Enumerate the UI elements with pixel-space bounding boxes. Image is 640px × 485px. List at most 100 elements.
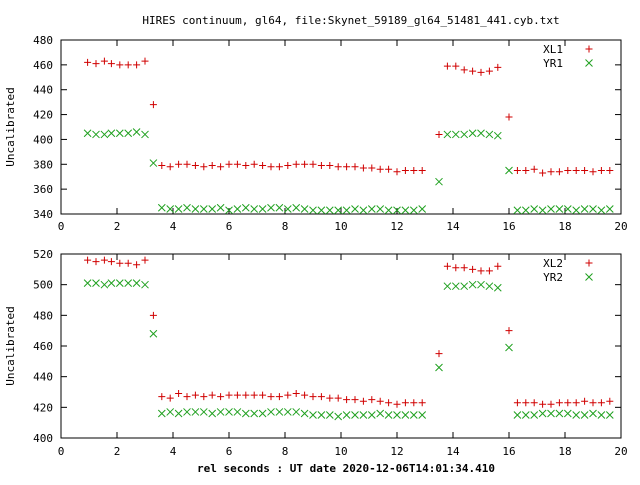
data-point — [468, 280, 477, 289]
x-tick-label: 0 — [58, 220, 65, 233]
data-point — [233, 205, 242, 213]
data-point — [505, 327, 513, 335]
data-point — [157, 203, 166, 212]
data-point — [250, 205, 259, 213]
data-point — [485, 67, 493, 75]
data-point — [384, 411, 393, 419]
x-tick-label: 16 — [502, 220, 515, 233]
data-point — [199, 408, 208, 416]
data-point — [92, 130, 100, 139]
data-point — [376, 397, 384, 405]
data-point — [283, 205, 292, 213]
data-point — [401, 206, 410, 215]
data-point — [259, 391, 267, 399]
x-tick-label: 16 — [502, 445, 515, 458]
data-point — [351, 411, 359, 419]
data-point — [233, 408, 242, 416]
data-point — [513, 206, 522, 215]
data-point — [393, 168, 401, 176]
chart-title: HIRES continuum, gl64, file:Skynet_59189… — [142, 14, 559, 27]
data-point — [225, 160, 233, 168]
x-tick-label: 18 — [558, 220, 571, 233]
data-point — [342, 411, 351, 419]
data-point — [208, 409, 217, 418]
data-point — [225, 206, 233, 215]
data-point — [242, 162, 250, 170]
data-point — [351, 163, 359, 171]
data-point — [309, 206, 317, 215]
data-point — [300, 205, 309, 213]
data-point — [367, 411, 376, 419]
data-point — [580, 411, 589, 419]
data-point — [301, 160, 309, 168]
data-point — [539, 169, 547, 177]
x-tick-label: 4 — [170, 220, 177, 233]
data-point — [183, 160, 191, 168]
data-point — [597, 411, 606, 419]
data-point — [191, 391, 199, 399]
x-tick-label: 12 — [390, 445, 403, 458]
data-point — [174, 409, 183, 418]
y-tick-label: 380 — [33, 158, 53, 171]
data-point — [564, 167, 572, 174]
data-point — [317, 411, 326, 419]
data-point — [325, 206, 334, 215]
data-point — [451, 130, 460, 139]
data-point — [115, 279, 124, 287]
data-point — [300, 409, 309, 418]
data-point — [175, 160, 183, 168]
data-point — [124, 129, 133, 138]
data-point — [183, 408, 191, 416]
y-tick-label: 460 — [33, 340, 53, 353]
x-tick-label: 4 — [170, 445, 177, 458]
data-point — [513, 167, 521, 174]
data-point — [368, 396, 376, 404]
data-point — [530, 411, 539, 419]
data-point — [107, 279, 116, 287]
data-point — [325, 411, 334, 419]
data-point — [208, 205, 217, 213]
data-point — [418, 411, 427, 419]
data-point — [158, 393, 166, 401]
y-tick-label: 480 — [33, 34, 53, 47]
series-XL1 — [84, 57, 614, 177]
data-point — [309, 160, 317, 168]
data-point — [564, 399, 572, 407]
data-point — [83, 279, 92, 287]
data-point — [468, 129, 477, 138]
data-point — [84, 58, 92, 66]
data-point — [233, 160, 241, 168]
data-point — [401, 411, 410, 419]
data-point — [435, 350, 443, 358]
data-point — [572, 411, 581, 419]
data-point — [605, 205, 614, 213]
chart-panel-1: HIRES continuum, gl64, file:Skynet_59189… — [4, 14, 628, 233]
y-tick-label: 520 — [33, 248, 53, 261]
data-point — [580, 205, 589, 213]
data-point — [393, 411, 401, 419]
data-point — [493, 131, 502, 140]
data-point — [326, 162, 334, 170]
data-point — [606, 397, 614, 405]
data-point — [522, 399, 530, 407]
plot-frame — [60, 39, 622, 215]
x-axis-label: rel seconds : UT date 2020-12-06T14:01:3… — [197, 462, 495, 475]
data-point — [485, 267, 493, 275]
data-point — [199, 205, 208, 213]
data-point — [393, 400, 401, 408]
data-point — [132, 279, 141, 287]
data-point — [100, 130, 109, 139]
data-point — [258, 205, 267, 213]
data-point — [443, 130, 452, 139]
data-point — [409, 411, 418, 419]
data-point — [292, 408, 301, 416]
data-point — [149, 329, 158, 338]
data-point — [572, 206, 581, 215]
data-point — [200, 393, 208, 401]
data-point — [485, 282, 494, 291]
x-tick-label: 14 — [446, 445, 460, 458]
data-point — [149, 159, 158, 167]
x-tick-label: 20 — [614, 220, 627, 233]
data-point — [368, 164, 376, 172]
data-point — [217, 163, 225, 171]
